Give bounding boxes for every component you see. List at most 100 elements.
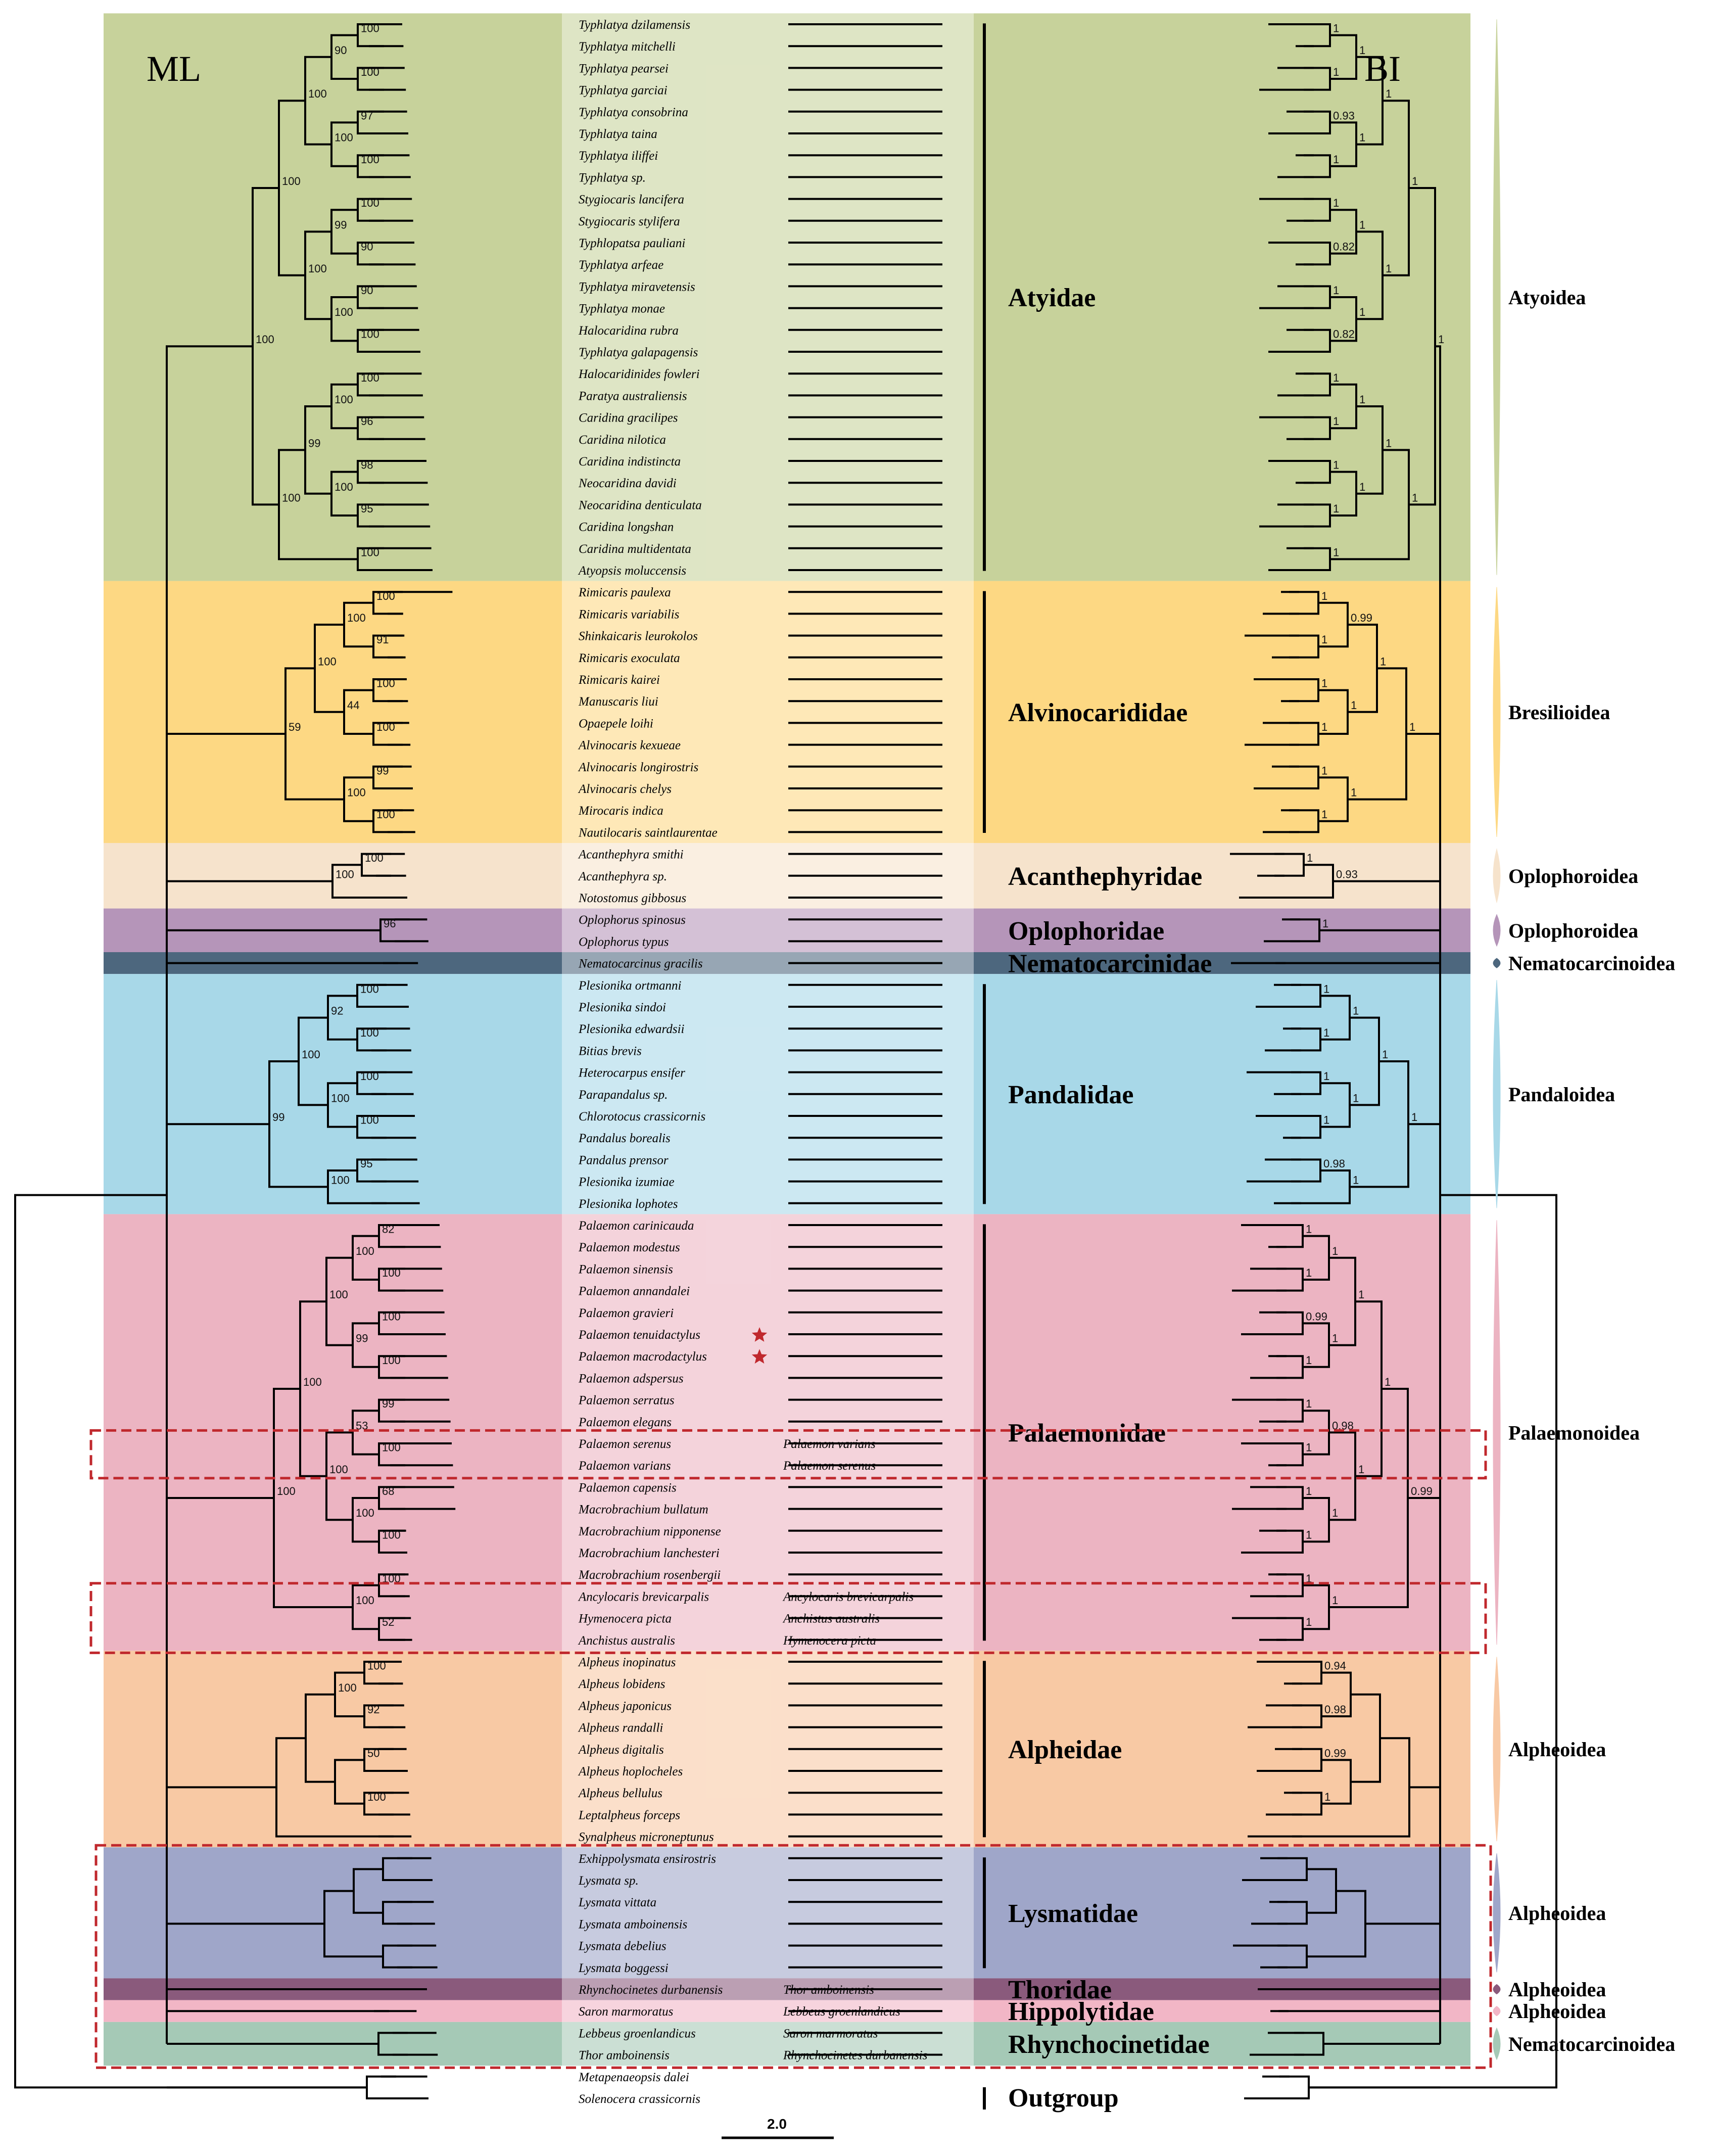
bi-support: 1 xyxy=(1359,131,1365,144)
taxon-label: Plesionika edwardsii xyxy=(578,1022,685,1036)
bi-support: 1 xyxy=(1351,699,1357,712)
bi-support: 0.98 xyxy=(1323,1157,1345,1170)
superfamily-label: Oplophoroidea xyxy=(1508,865,1638,887)
superfamily-label: Alpheoidea xyxy=(1508,1738,1606,1761)
ml-support: 100 xyxy=(367,1791,386,1803)
bi-support: 1 xyxy=(1359,218,1365,231)
ml-support: 100 xyxy=(361,327,379,340)
ml-support: 100 xyxy=(308,262,327,275)
taxon-label: Palaemon gravieri xyxy=(578,1306,674,1320)
ml-support: 100 xyxy=(360,1114,379,1127)
taxon-label: Typhlatya miravetensis xyxy=(579,280,695,294)
ml-support: 100 xyxy=(376,677,395,690)
family-label: Lysmatidae xyxy=(1008,1899,1138,1928)
bi-support: 1 xyxy=(1358,1463,1364,1476)
taxon-label: Lysmata boggessi xyxy=(578,1961,669,1975)
taxon-label: Rimicaris variabilis xyxy=(578,607,679,621)
bi-support: 1 xyxy=(1306,1441,1312,1454)
ml-support: 96 xyxy=(361,415,373,428)
ml-support: 99 xyxy=(335,218,347,231)
ml-support: 100 xyxy=(331,1092,350,1104)
bi-support: 1 xyxy=(1333,415,1339,428)
taxon-label: Palaemon adspersus xyxy=(578,1372,684,1385)
taxon-label: Macrobrachium rosenbergii xyxy=(578,1568,721,1582)
bi-support: 1 xyxy=(1412,175,1418,188)
superfamily-label: Alpheoidea xyxy=(1508,1978,1606,2001)
bi-support: 1 xyxy=(1333,546,1339,558)
taxon-label: Alvinocaris chelys xyxy=(578,782,672,796)
bi-support: 1 xyxy=(1321,677,1327,690)
taxon-label: Heterocarpus ensifer xyxy=(578,1066,685,1080)
bi-support: 0.82 xyxy=(1333,327,1355,340)
ml-support: 100 xyxy=(361,22,379,35)
bi-support: 1 xyxy=(1324,1791,1330,1803)
taxon-label: Caridina nilotica xyxy=(579,433,666,447)
taxon-label: Typhlatya sp. xyxy=(579,171,646,184)
taxon-label: Rimicaris kairei xyxy=(578,673,660,687)
ml-support: 100 xyxy=(347,612,366,624)
ml-support: 100 xyxy=(335,131,353,144)
ml-support: 99 xyxy=(376,764,389,777)
bi-support: 1 xyxy=(1385,1376,1391,1388)
family-labels: Atyidae Alvinocarididae Acanthephyridae Opl… xyxy=(983,23,1212,2113)
taxon-label: Caridina longshan xyxy=(579,521,674,534)
ml-support: 95 xyxy=(360,1157,372,1170)
bi-support: 1 xyxy=(1358,1288,1364,1301)
taxon-label: Caridina indistincta xyxy=(579,455,681,468)
bi-support: 1 xyxy=(1333,22,1339,35)
taxon-label: Alpheus hoplocheles xyxy=(578,1765,683,1778)
bi-support: 1 xyxy=(1409,721,1415,733)
taxon-label: Pandalus prensor xyxy=(578,1153,669,1167)
bi-support: 1 xyxy=(1438,333,1444,346)
conflict-box-serenus xyxy=(89,1429,1487,1480)
ml-support: 68 xyxy=(382,1485,394,1497)
ml-support: 50 xyxy=(367,1747,379,1759)
ml-support: 100 xyxy=(382,1267,401,1279)
swapped-taxon: Saron marmoratus xyxy=(783,2027,878,2040)
bi-support: 1 xyxy=(1359,44,1365,57)
family-label: Pandalidae xyxy=(1008,1081,1134,1109)
bi-support: 0.82 xyxy=(1333,241,1355,253)
ml-support: 100 xyxy=(336,868,354,881)
swapped-taxon: Thor amboinensis xyxy=(783,1983,874,1997)
bi-root xyxy=(1309,1194,1557,2089)
taxon-label: Alvinocaris longirostris xyxy=(578,761,698,774)
superfamily-label: Palaemonoidea xyxy=(1508,1421,1640,1444)
taxon-label: Palaemon serratus xyxy=(578,1394,675,1408)
taxon-label: Neocaridina davidi xyxy=(578,477,677,490)
ml-support: 96 xyxy=(384,917,396,930)
ml-support: 100 xyxy=(356,1245,374,1257)
taxon-label: Typhlatya garciai xyxy=(579,84,668,98)
family-label: Atyidae xyxy=(1008,284,1096,312)
superfamily-brace xyxy=(1493,980,1501,1208)
ml-support: 100 xyxy=(382,1441,401,1454)
ml-branch xyxy=(366,2075,396,2099)
bi-support: 1 xyxy=(1332,1332,1338,1345)
taxon-label: Halocaridina rubra xyxy=(578,324,679,338)
superfamily-brace xyxy=(1493,587,1501,837)
ml-support: 100 xyxy=(376,721,395,733)
bi-support: 1 xyxy=(1332,1245,1338,1257)
swapped-taxon: Palaemon serenus xyxy=(783,1459,876,1473)
ml-support: 100 xyxy=(282,491,301,504)
bi-support: 1 xyxy=(1359,306,1365,318)
bi-support: 1 xyxy=(1306,1572,1312,1585)
bi-support: 0.99 xyxy=(1351,612,1372,624)
family-label: Oplophoridae xyxy=(1008,917,1164,946)
taxon-label: Palaemon annandalei xyxy=(578,1285,690,1298)
taxon-label: Palaemon macrodactylus xyxy=(578,1350,707,1364)
bi-support: 1 xyxy=(1353,1092,1359,1104)
taxon-label: Leptalpheus forceps xyxy=(578,1808,680,1822)
bi-support: 1 xyxy=(1353,1174,1359,1186)
bi-support: 1 xyxy=(1382,1048,1388,1061)
taxon-label: Plesionika ortmanni xyxy=(578,979,682,993)
ml-support: 82 xyxy=(382,1223,394,1236)
taxon-label: Typhlatya monae xyxy=(579,302,665,316)
taxon-label: Acanthephyra smithi xyxy=(578,848,684,862)
taxon-label: Bitias brevis xyxy=(579,1044,642,1058)
ml-support: 100 xyxy=(361,66,379,78)
taxon-label: Palaemon serenus xyxy=(578,1437,671,1451)
bi-support: 1 xyxy=(1306,1397,1312,1410)
bi-support: 1 xyxy=(1386,87,1392,100)
ml-support: 97 xyxy=(361,109,373,122)
